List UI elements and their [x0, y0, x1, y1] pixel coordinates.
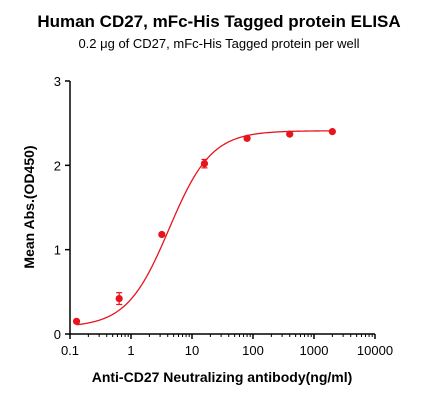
x-tick-label-0: 0.1	[61, 343, 79, 358]
y-axis-label: Mean Abs.(OD450)	[21, 145, 37, 268]
data-point-2	[158, 230, 166, 239]
y-tick-label-2: 2	[54, 158, 61, 173]
x-tick-label-5: 10000	[357, 343, 393, 358]
x-axis-ticks: 0.1 1 10 100 1000 10000	[61, 334, 393, 358]
x-axis-label: Anti-CD27 Neutralizing antibody(ng/ml)	[92, 369, 353, 385]
data-point-3	[200, 160, 209, 168]
x-tick-label-1: 1	[127, 343, 134, 358]
data-points-layer	[72, 128, 336, 325]
data-point-4	[243, 134, 251, 142]
data-point-0	[72, 317, 81, 325]
data-point-5	[286, 130, 294, 138]
data-point-1	[115, 294, 123, 303]
x-tick-label-2: 10	[185, 343, 199, 358]
x-tick-label-3: 100	[242, 343, 264, 358]
y-tick-label-3: 3	[54, 74, 61, 89]
chart-title: Human CD27, mFc-His Tagged protein ELISA	[37, 12, 400, 31]
axes: 0.1 1 10 100 1000 10000 0 1 2 3	[54, 74, 393, 358]
data-point-6	[328, 128, 336, 136]
y-tick-label-0: 0	[54, 327, 61, 342]
x-tick-label-4: 1000	[300, 343, 329, 358]
y-tick-label-1: 1	[54, 243, 61, 258]
y-axis-ticks: 0 1 2 3	[54, 74, 70, 342]
chart-subtitle: 0.2 μg of CD27, mFc-His Tagged protein p…	[78, 36, 359, 51]
